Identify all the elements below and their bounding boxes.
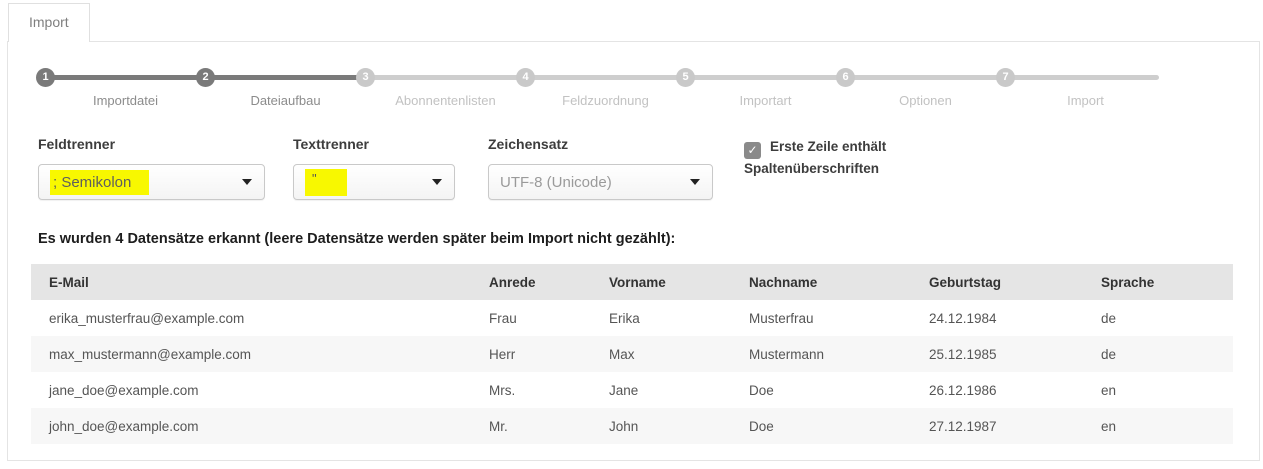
chevron-down-icon <box>432 179 442 185</box>
first-row-headers-option[interactable]: ✓ Erste Zeile enthält Spaltenüberschrifte… <box>744 137 914 179</box>
step-connector <box>52 75 199 80</box>
table-row: erika_musterfrau@example.com Frau Erika … <box>31 300 1233 336</box>
records-detected-message: Es wurden 4 Datensätze erkannt (leere Da… <box>38 231 676 247</box>
step-label: Optionen <box>899 93 952 108</box>
step-label: Abonnentenlisten <box>395 93 496 108</box>
column-header-email: E-Mail <box>31 264 471 300</box>
step-6-optionen: 6 Optionen <box>836 68 999 112</box>
step-connector <box>852 75 999 80</box>
column-header-vorname: Vorname <box>591 264 731 300</box>
cell-anrede: Mrs. <box>489 382 516 398</box>
chevron-down-icon <box>690 179 700 185</box>
step-connector <box>692 75 839 80</box>
table-row: john_doe@example.com Mr. John Doe 27.12.… <box>31 408 1233 444</box>
cell-sprache: de <box>1101 310 1117 326</box>
step-label: Importdatei <box>92 93 159 108</box>
step-connector <box>532 75 679 80</box>
cell-vorname: Max <box>609 346 635 362</box>
cell-vorname: Jane <box>609 382 639 398</box>
step-number-badge: 4 <box>516 68 535 87</box>
cell-vorname: John <box>609 418 639 434</box>
step-number-badge: 5 <box>676 68 695 87</box>
step-number-badge: 3 <box>356 68 375 87</box>
tab-import[interactable]: Import <box>8 3 90 42</box>
field-separator-label: Feldtrenner <box>38 136 116 152</box>
cell-geburtstag: 25.12.1985 <box>929 346 997 362</box>
field-separator-select[interactable]: ; Semikolon <box>38 164 265 200</box>
field-separator-group: Feldtrenner ; Semikolon <box>38 136 265 200</box>
column-header-sprache: Sprache <box>1083 264 1233 300</box>
cell-geburtstag: 24.12.1984 <box>929 310 997 326</box>
first-row-headers-label: Erste Zeile enthält Spaltenüberschriften <box>744 139 887 176</box>
step-label: Import <box>1067 93 1104 108</box>
import-preview-table: E-Mail Anrede Vorname Nachname Geburtsta… <box>31 264 1233 444</box>
step-connector <box>1012 75 1159 80</box>
charset-group: Zeichensatz UTF-8 (Unicode) <box>488 136 713 200</box>
charset-value: UTF-8 (Unicode) <box>500 173 612 191</box>
cell-nachname: Mustermann <box>749 346 825 362</box>
step-4-feldzuordnung: 4 Feldzuordnung <box>516 68 679 112</box>
charset-label: Zeichensatz <box>488 136 569 152</box>
step-1-importdatei[interactable]: 1 Importdatei <box>36 68 199 112</box>
step-number-badge: 6 <box>836 68 855 87</box>
cell-anrede: Frau <box>489 310 517 326</box>
cell-vorname: Erika <box>609 310 640 326</box>
step-number-badge: 7 <box>996 68 1015 87</box>
text-separator-label: Texttrenner <box>293 136 369 152</box>
chevron-down-icon <box>242 179 252 185</box>
step-5-importart: 5 Importart <box>676 68 839 112</box>
cell-nachname: Doe <box>749 418 774 434</box>
tab-bar: Import <box>0 0 1263 42</box>
cell-geburtstag: 27.12.1987 <box>929 418 997 434</box>
step-number-badge: 1 <box>36 68 55 87</box>
field-separator-value: ; Semikolon <box>50 169 150 195</box>
text-separator-value: " <box>305 168 347 196</box>
checkbox-checked-icon[interactable]: ✓ <box>744 142 761 159</box>
cell-nachname: Doe <box>749 382 774 398</box>
cell-anrede: Mr. <box>489 418 508 434</box>
file-structure-form: Feldtrenner ; Semikolon Texttrenner " Ze… <box>38 136 1259 200</box>
step-label: Importart <box>739 93 792 108</box>
step-2-dateiaufbau[interactable]: 2 Dateiaufbau <box>196 68 359 112</box>
cell-email: john_doe@example.com <box>49 418 199 434</box>
cell-email: erika_musterfrau@example.com <box>49 310 245 326</box>
cell-email: max_mustermann@example.com <box>49 346 252 362</box>
column-header-nachname: Nachname <box>731 264 911 300</box>
text-separator-select[interactable]: " <box>293 164 455 200</box>
cell-anrede: Herr <box>489 346 516 362</box>
cell-nachname: Musterfrau <box>749 310 814 326</box>
wizard-stepper: 1 Importdatei 2 Dateiaufbau 3 Abonnenten… <box>36 68 1259 112</box>
table-row: jane_doe@example.com Mrs. Jane Doe 26.12… <box>31 372 1233 408</box>
step-3-abonnentenlisten: 3 Abonnentenlisten <box>356 68 519 112</box>
cell-sprache: en <box>1101 382 1117 398</box>
column-header-geburtstag: Geburtstag <box>911 264 1083 300</box>
step-label: Dateiaufbau <box>250 93 321 108</box>
cell-sprache: en <box>1101 418 1117 434</box>
step-7-import: 7 Import <box>996 68 1159 112</box>
table-row: max_mustermann@example.com Herr Max Must… <box>31 336 1233 372</box>
charset-select[interactable]: UTF-8 (Unicode) <box>488 164 713 200</box>
step-connector <box>212 75 359 80</box>
import-wizard-panel: 1 Importdatei 2 Dateiaufbau 3 Abonnenten… <box>7 41 1260 461</box>
cell-geburtstag: 26.12.1986 <box>929 382 997 398</box>
text-separator-group: Texttrenner " <box>293 136 455 200</box>
cell-sprache: de <box>1101 346 1117 362</box>
column-header-anrede: Anrede <box>471 264 591 300</box>
step-label: Feldzuordnung <box>562 93 649 108</box>
cell-email: jane_doe@example.com <box>49 382 199 398</box>
step-connector <box>372 75 519 80</box>
step-number-badge: 2 <box>196 68 215 87</box>
table-header-row: E-Mail Anrede Vorname Nachname Geburtsta… <box>31 264 1233 300</box>
